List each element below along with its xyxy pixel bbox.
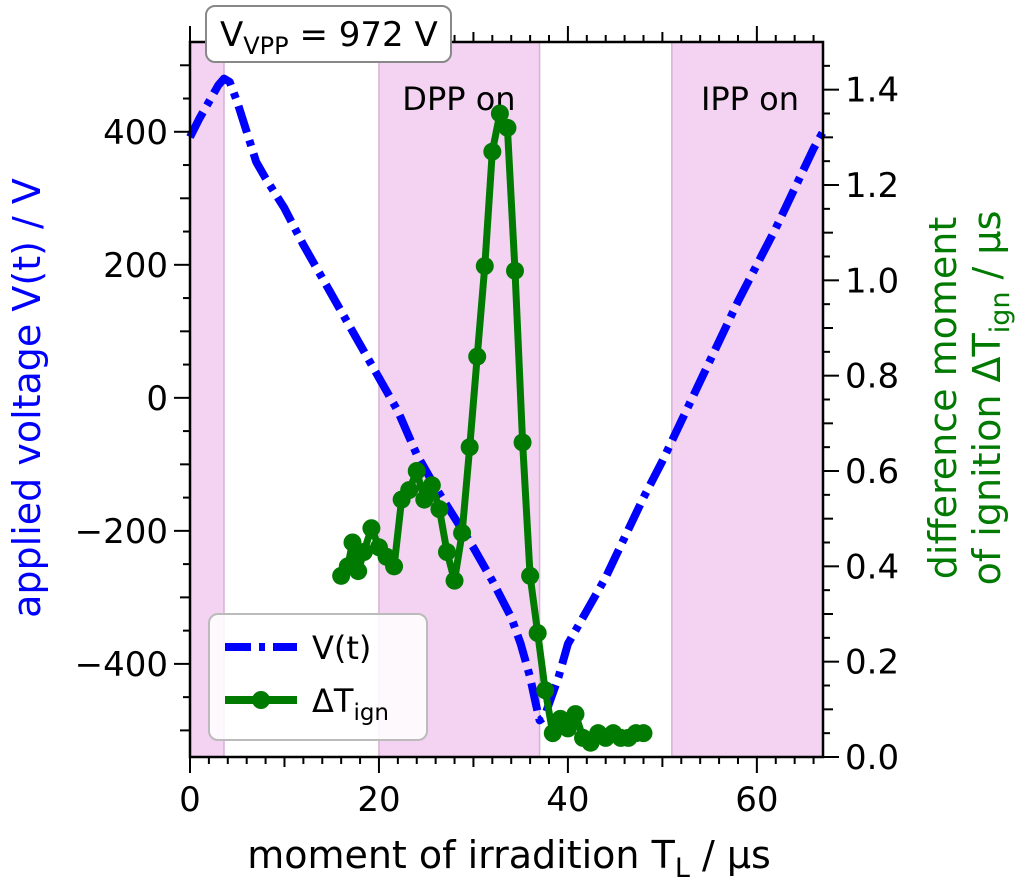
y-right-tick-label: 1.2: [845, 166, 899, 206]
delta-t-point: [536, 681, 555, 700]
x-tick-label: 0: [179, 780, 201, 820]
y-right-tick-label: 0.2: [845, 643, 899, 683]
delta-t-point: [475, 257, 494, 276]
y-right-tick-label: 0.6: [845, 452, 899, 492]
y-left-tick-label: 200: [103, 246, 168, 286]
delta-t-point: [453, 523, 472, 542]
y-right-tick-label: 0.4: [845, 547, 899, 587]
delta-t-point: [483, 142, 502, 161]
series-delta-t-ign: [332, 104, 653, 752]
y-left-tick-label: 400: [103, 113, 168, 153]
legend-marker-delta-t: [252, 691, 270, 709]
delta-t-point: [558, 719, 577, 738]
delta-t-point: [362, 519, 381, 538]
voltage-line: [186, 74, 827, 725]
delta-t-point: [415, 490, 434, 509]
left-axis-label: applied voltage V(t) / V: [5, 178, 49, 618]
x-axis-label: moment of irradition TL / μs: [247, 833, 771, 882]
delta-t-point: [445, 571, 464, 590]
left-axis-ticks: 400 200 0 −200 −400: [75, 64, 190, 732]
delta-t-point: [498, 118, 517, 137]
delta-t-point: [349, 562, 368, 581]
right-axis-label-line1: difference moment: [921, 217, 965, 579]
delta-t-point: [506, 261, 525, 280]
x-axis-ticks: 0 20 40 60: [179, 26, 815, 820]
x-tick-label: 40: [546, 780, 589, 820]
delta-t-point: [521, 566, 540, 585]
y-right-tick-label: 0.8: [845, 357, 899, 397]
delta-t-point: [566, 705, 585, 724]
delta-t-point: [634, 724, 653, 743]
y-left-tick-label: 0: [146, 379, 168, 419]
shaded-regions: [189, 42, 824, 757]
delta-t-point: [430, 500, 449, 519]
delta-t-point: [437, 543, 456, 562]
delta-t-point: [407, 462, 426, 480]
delta-t-point: [513, 433, 532, 452]
right-axis-label-line2: of ignition ΔTign / μs: [965, 211, 1016, 586]
y-left-tick-label: −400: [75, 645, 168, 685]
delta-t-point: [400, 481, 419, 500]
delta-t-point: [528, 624, 547, 643]
y-right-tick-label: 0.0: [845, 738, 899, 778]
series-voltage: [186, 74, 827, 725]
vpp-header-box: VVPP = 972 V: [205, 5, 452, 63]
delta-t-point: [354, 543, 373, 562]
delta-t-point: [490, 104, 509, 123]
vpp-header-text: VVPP = 972 V: [220, 15, 438, 60]
legend-label-voltage: V(t): [312, 629, 371, 667]
x-tick-label: 60: [735, 780, 778, 820]
delta-t-point: [422, 476, 441, 495]
x-tick-label: 20: [357, 780, 400, 820]
right-axis-ticks: 1.4 1.2 1.0 0.8 0.6 0.4 0.2 0.0: [823, 64, 899, 778]
region-label-2: IPP on: [701, 80, 799, 118]
legend-label-delta-t: ΔTign: [312, 682, 389, 726]
legend: V(t) ΔTign: [208, 613, 428, 741]
y-right-tick-label: 1.0: [845, 261, 899, 301]
y-right-tick-label: 1.4: [845, 71, 899, 111]
delta-t-point: [468, 347, 487, 366]
delta-t-point: [385, 557, 404, 576]
region-labels: DPP on IPP on: [402, 80, 799, 118]
delta-t-point: [543, 724, 562, 743]
shaded-region-2: [671, 42, 823, 757]
delta-t-point: [460, 438, 479, 457]
y-left-tick-label: −200: [75, 512, 168, 552]
